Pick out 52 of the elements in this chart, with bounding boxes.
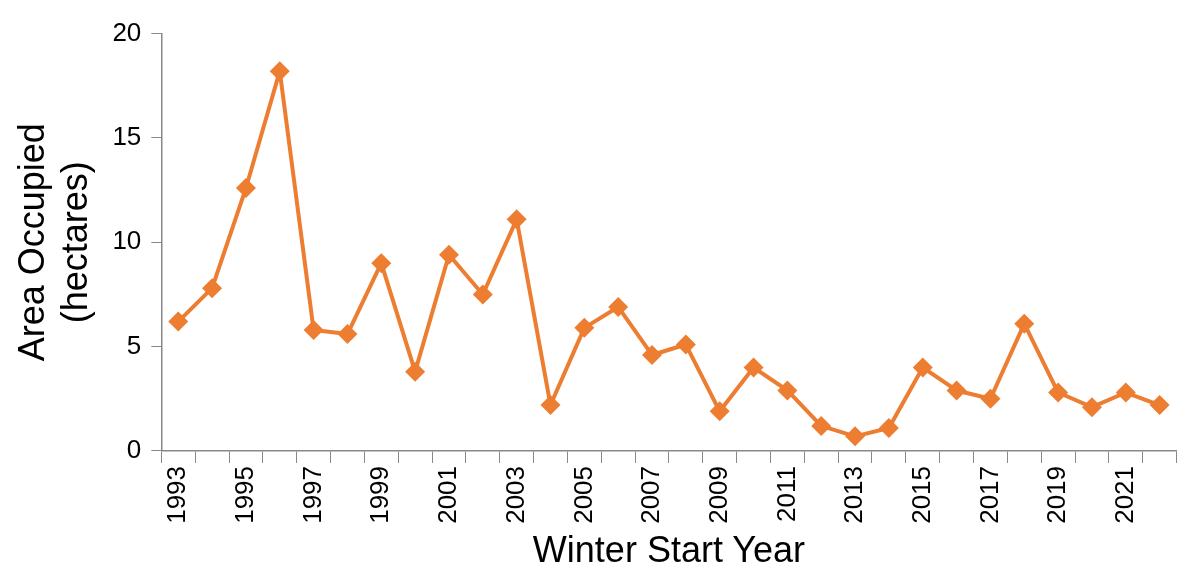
point (202, 278, 223, 299)
point (912, 357, 933, 378)
point (506, 209, 527, 230)
y-tick-label: 0 (126, 434, 142, 465)
point (405, 361, 426, 382)
x-tick-label: 2009 (702, 465, 733, 524)
point (1014, 313, 1035, 334)
point (946, 380, 967, 401)
point (574, 317, 595, 338)
x-tick-label: 1993 (161, 465, 192, 524)
point (438, 244, 459, 265)
x-tick-label: 2021 (1108, 465, 1139, 524)
x-tick-label: 2017 (973, 465, 1004, 524)
point (1149, 395, 1170, 416)
point (235, 178, 256, 199)
x-tick-label: 2015 (905, 465, 936, 524)
point (777, 380, 798, 401)
point (608, 296, 629, 317)
point (1115, 382, 1136, 403)
point (743, 357, 764, 378)
point (1081, 397, 1102, 418)
x-tick-label: 1997 (296, 465, 327, 524)
x-tick-label: 2019 (1041, 465, 1072, 524)
x-tick-label: 1999 (364, 465, 395, 524)
y-tick-label: 5 (126, 329, 142, 360)
x-tick-label: 1995 (229, 465, 260, 524)
x-tick-label: 2005 (567, 465, 598, 524)
point (811, 415, 832, 436)
x-tick-label: 2011 (770, 465, 801, 522)
x-tick-label: 2003 (499, 465, 530, 524)
point (675, 334, 696, 355)
point (980, 388, 1001, 409)
y-axis-title: Area Occupied (hectares) (10, 123, 95, 362)
y-tick-label: 20 (112, 16, 142, 47)
point (472, 284, 493, 305)
point (337, 324, 358, 345)
y-tick-label: 15 (112, 121, 142, 152)
x-tick-label: 2007 (635, 465, 666, 524)
point (1048, 382, 1069, 403)
point (709, 401, 730, 422)
y-tick-label: 10 (112, 225, 142, 256)
point (642, 344, 663, 365)
x-axis-title: Winter Start Year (532, 529, 806, 571)
x-tick-label: 2001 (432, 465, 463, 524)
point (303, 319, 324, 340)
x-tick-label: 2013 (838, 465, 869, 524)
point (540, 395, 561, 416)
point (168, 311, 189, 332)
point (845, 426, 866, 447)
point (269, 61, 290, 82)
point (371, 253, 392, 274)
point (878, 418, 899, 439)
